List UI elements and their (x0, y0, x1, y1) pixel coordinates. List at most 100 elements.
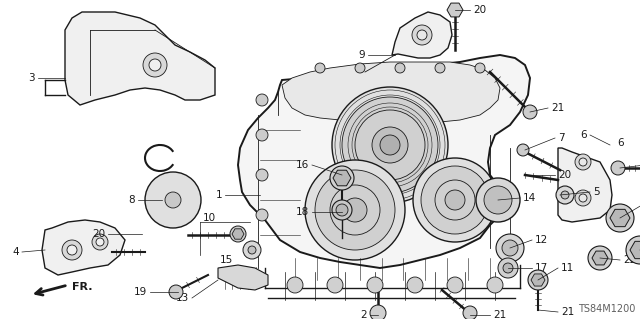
Circle shape (556, 186, 574, 204)
Circle shape (611, 161, 625, 175)
Text: 20: 20 (473, 5, 486, 15)
Circle shape (421, 166, 489, 234)
Text: 5: 5 (593, 187, 600, 197)
Circle shape (145, 172, 201, 228)
Circle shape (169, 285, 183, 299)
Circle shape (248, 246, 256, 254)
Circle shape (575, 190, 591, 206)
Circle shape (62, 240, 82, 260)
Circle shape (579, 194, 587, 202)
Text: 6: 6 (617, 138, 623, 148)
Text: FR.: FR. (72, 282, 93, 292)
Circle shape (327, 277, 343, 293)
Text: TS84M1200: TS84M1200 (578, 304, 635, 314)
Polygon shape (65, 12, 215, 105)
Text: 13: 13 (176, 293, 189, 303)
Circle shape (92, 234, 108, 250)
Polygon shape (531, 274, 545, 286)
Circle shape (330, 166, 354, 190)
Circle shape (407, 277, 423, 293)
Polygon shape (282, 62, 500, 122)
Polygon shape (333, 170, 351, 186)
Text: 3: 3 (28, 73, 35, 83)
Circle shape (561, 191, 569, 199)
Polygon shape (218, 265, 268, 290)
Polygon shape (42, 220, 125, 275)
Circle shape (476, 178, 520, 222)
Polygon shape (447, 3, 463, 17)
Circle shape (412, 25, 432, 45)
Circle shape (517, 144, 529, 156)
Circle shape (343, 198, 367, 222)
Circle shape (528, 270, 548, 290)
Circle shape (165, 192, 181, 208)
Circle shape (395, 63, 405, 73)
Text: 19: 19 (134, 287, 147, 297)
Circle shape (475, 63, 485, 73)
Circle shape (496, 234, 524, 262)
Circle shape (230, 226, 246, 242)
Circle shape (315, 63, 325, 73)
Circle shape (413, 158, 497, 242)
Text: 17: 17 (535, 263, 548, 273)
Circle shape (484, 186, 512, 214)
Text: 16: 16 (296, 160, 309, 170)
Text: 9: 9 (358, 50, 365, 60)
Circle shape (332, 200, 352, 220)
Circle shape (445, 190, 465, 210)
Circle shape (487, 277, 503, 293)
Circle shape (575, 154, 591, 170)
Polygon shape (630, 241, 640, 259)
Circle shape (370, 305, 386, 319)
Text: 22: 22 (623, 255, 636, 265)
Text: 1: 1 (216, 190, 222, 200)
Circle shape (435, 63, 445, 73)
Circle shape (256, 169, 268, 181)
Circle shape (588, 246, 612, 270)
Circle shape (498, 258, 518, 278)
Text: 18: 18 (296, 207, 309, 217)
Text: 4: 4 (12, 247, 19, 257)
Text: 21: 21 (551, 103, 564, 113)
Circle shape (503, 263, 513, 273)
Text: 21: 21 (561, 307, 574, 317)
Polygon shape (238, 55, 530, 268)
Text: 12: 12 (535, 235, 548, 245)
Text: 21: 21 (493, 310, 506, 319)
Text: 10: 10 (203, 213, 216, 223)
Polygon shape (610, 209, 630, 227)
Circle shape (332, 87, 448, 203)
Circle shape (243, 241, 261, 259)
Circle shape (149, 59, 161, 71)
Circle shape (305, 160, 405, 260)
Text: 8: 8 (129, 195, 135, 205)
Circle shape (367, 277, 383, 293)
Circle shape (417, 30, 427, 40)
Text: 7: 7 (558, 133, 564, 143)
Circle shape (380, 135, 400, 155)
Circle shape (626, 236, 640, 264)
Circle shape (606, 204, 634, 232)
Circle shape (523, 105, 537, 119)
Text: 20: 20 (92, 229, 105, 239)
Polygon shape (558, 148, 612, 222)
Text: 20: 20 (558, 170, 571, 180)
Circle shape (447, 277, 463, 293)
Circle shape (372, 127, 408, 163)
Polygon shape (392, 12, 452, 58)
Circle shape (579, 158, 587, 166)
Circle shape (256, 94, 268, 106)
Circle shape (67, 245, 77, 255)
Circle shape (143, 53, 167, 77)
Circle shape (96, 238, 104, 246)
Circle shape (256, 209, 268, 221)
Circle shape (256, 129, 268, 141)
Circle shape (355, 63, 365, 73)
Text: 6: 6 (580, 130, 587, 140)
Text: 14: 14 (523, 193, 536, 203)
Text: 11: 11 (561, 263, 574, 273)
Text: 2: 2 (360, 310, 367, 319)
Circle shape (315, 170, 395, 250)
Circle shape (336, 204, 348, 216)
Circle shape (342, 97, 438, 193)
